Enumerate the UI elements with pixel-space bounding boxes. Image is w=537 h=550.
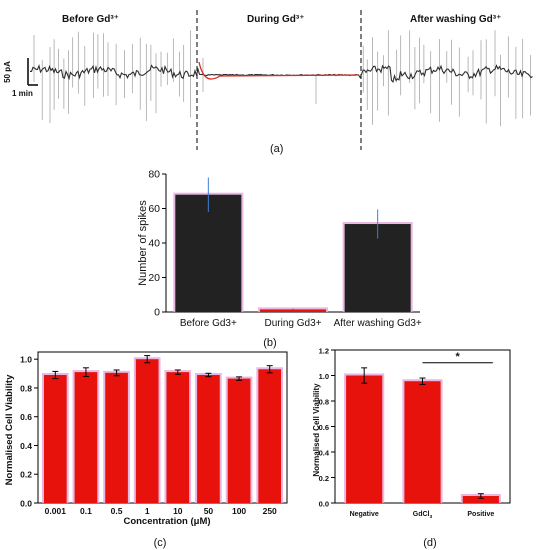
panel-c-y-axis-label: Normalised Cell Viability (4, 374, 15, 485)
x-category-label: Negative (350, 511, 379, 518)
segment-label-during: During Gd³⁺ (247, 14, 305, 25)
panel-c-concentration-chart: Normalised Cell Viability Concentration … (4, 351, 288, 549)
y-tick-label: 0.0 (319, 500, 329, 509)
x-category-label: 50 (204, 506, 214, 516)
bar (175, 194, 242, 312)
y-tick-label: 1.0 (20, 355, 32, 365)
bar (404, 381, 441, 503)
bar (166, 372, 190, 503)
y-tick-label: 40 (148, 238, 160, 250)
trace-baseline (30, 63, 533, 83)
segment-label-before: Before Gd³⁺ (62, 14, 119, 25)
significance-marker: * (456, 351, 461, 363)
x-category-label: 0.5 (111, 506, 123, 516)
x-category-label: 100 (232, 506, 246, 516)
y-tick-label: 0.4 (319, 449, 330, 458)
bar (74, 372, 98, 503)
x-category-label: During Gd3+ (265, 318, 322, 329)
panel-label-c: (c) (154, 537, 167, 549)
y-tick-label: 0.8 (20, 383, 32, 393)
bar (197, 375, 220, 503)
trace-during-red (198, 61, 359, 80)
bar (105, 372, 128, 503)
scale-label-current: 50 pA (3, 61, 12, 83)
y-tick-label: 80 (148, 169, 160, 181)
y-tick-label: 0.2 (319, 474, 329, 483)
x-category-label: 10 (173, 506, 183, 516)
panel-d-viability-chart: Normalised Cell Viability (d) 0.0 0.2 0.4 0… (312, 347, 511, 549)
bar (346, 375, 383, 503)
bar (258, 369, 282, 503)
bar (227, 378, 251, 503)
y-tick-label: 0.4 (20, 441, 32, 451)
x-category-label: 0.1 (80, 506, 92, 516)
y-tick-label: 20 (148, 272, 160, 284)
panel-label-a: (a) (270, 143, 283, 155)
panel-c-x-axis-label: Concentration (μM) (123, 516, 210, 527)
y-tick-label: 0.2 (20, 470, 32, 480)
trace-spikes (33, 30, 531, 127)
x-category-label: Before Gd3+ (180, 318, 237, 329)
y-tick-label: 0 (154, 307, 160, 319)
bar (135, 359, 159, 503)
bar (462, 495, 499, 503)
panel-b-spikes-chart: Number of spikes (b) 0 20 40 60 80 Before Gd3… (137, 169, 422, 350)
y-tick-label: 60 (148, 203, 160, 215)
y-tick-label: 1.0 (319, 372, 329, 381)
panel-b-y-axis-label: Number of spikes (137, 200, 149, 286)
y-tick-label: 0.0 (20, 499, 32, 509)
x-category-label: Positive (467, 511, 494, 518)
bar (259, 309, 327, 312)
panel-label-b: (b) (263, 337, 276, 349)
x-category-label: 1 (145, 506, 150, 516)
plot-frame (37, 351, 288, 504)
x-category-label: After washing Gd3+ (334, 318, 422, 329)
x-category-label: GdCl3 (413, 511, 433, 520)
panel-a-trace-recording: Before Gd³⁺ During Gd³⁺ After washing Gd… (3, 10, 533, 155)
x-category-label: 0.001 (45, 506, 67, 516)
panel-d-y-axis-label: Normalised Cell Viability (312, 383, 321, 477)
segment-label-after: After washing Gd³⁺ (410, 14, 501, 25)
bar (43, 375, 67, 503)
scale-label-time: 1 min (12, 89, 33, 98)
y-tick-label: 0.6 (20, 412, 32, 422)
y-tick-label: 0.8 (319, 398, 329, 407)
panel-label-d: (d) (423, 537, 436, 549)
x-category-label: 250 (263, 506, 277, 516)
y-tick-label: 1.2 (319, 347, 329, 356)
y-tick-label: 0.6 (319, 423, 329, 432)
